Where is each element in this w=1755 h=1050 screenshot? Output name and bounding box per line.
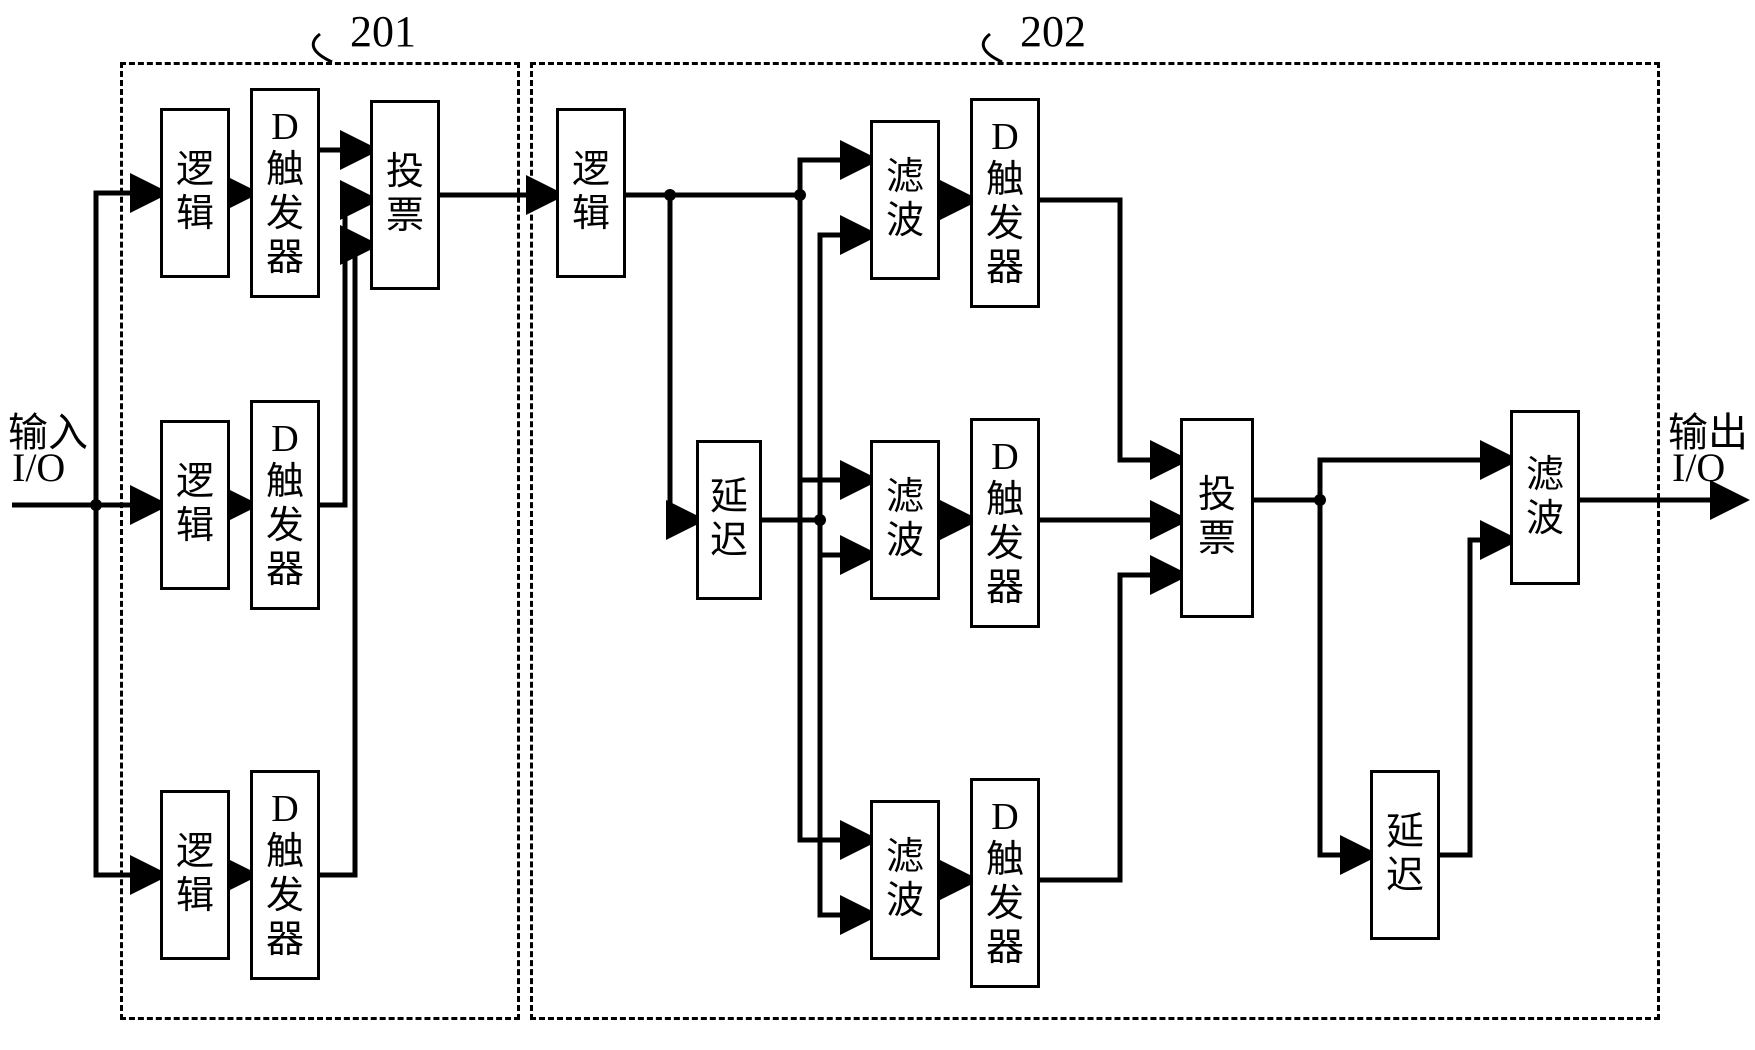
block-v1: 投 票	[370, 100, 440, 290]
block-l4-label: 逻 辑	[572, 149, 610, 236]
block-d5-label: D 触 发 器	[986, 436, 1024, 611]
block-d6-label: D 触 发 器	[986, 796, 1024, 971]
block-l2: 逻 辑	[160, 420, 230, 590]
block-dl1: 延 迟	[696, 440, 762, 600]
block-f2: 滤 波	[870, 440, 940, 600]
block-dl1-label: 延 迟	[710, 476, 748, 563]
block-d2: D 触 发 器	[250, 400, 320, 610]
block-d1-label: D 触 发 器	[266, 106, 304, 281]
block-v1-label: 投 票	[386, 151, 424, 238]
ref-201: 201	[350, 6, 416, 57]
block-f2-label: 滤 波	[886, 476, 924, 563]
block-f4: 滤 波	[1510, 410, 1580, 585]
input-label-bottom: I/O	[12, 444, 65, 491]
block-d3: D 触 发 器	[250, 770, 320, 980]
block-l1-label: 逻 辑	[176, 149, 214, 236]
block-d2-label: D 触 发 器	[266, 418, 304, 593]
block-d4: D 触 发 器	[970, 98, 1040, 308]
block-l3-label: 逻 辑	[176, 831, 214, 918]
block-v2: 投 票	[1180, 418, 1254, 618]
block-f4-label: 滤 波	[1526, 454, 1564, 541]
block-f1-label: 滤 波	[886, 156, 924, 243]
block-f3-label: 滤 波	[886, 836, 924, 923]
ref-202: 202	[1020, 6, 1086, 57]
block-l4: 逻 辑	[556, 108, 626, 278]
block-dl2-label: 延 迟	[1386, 811, 1424, 898]
output-label-bottom: I/O	[1672, 444, 1725, 491]
block-d5: D 触 发 器	[970, 418, 1040, 628]
diagram-stage: 输入 I/O 输出 I/O 201 202 逻 辑逻 辑逻 辑D 触 发 器D …	[0, 0, 1755, 1050]
block-d6: D 触 发 器	[970, 778, 1040, 988]
block-l2-label: 逻 辑	[176, 461, 214, 548]
block-f3: 滤 波	[870, 800, 940, 960]
block-d1: D 触 发 器	[250, 88, 320, 298]
block-v2-label: 投 票	[1198, 474, 1236, 561]
block-d4-label: D 触 发 器	[986, 116, 1024, 291]
block-l1: 逻 辑	[160, 108, 230, 278]
block-dl2: 延 迟	[1370, 770, 1440, 940]
block-f1: 滤 波	[870, 120, 940, 280]
block-l3: 逻 辑	[160, 790, 230, 960]
block-d3-label: D 触 发 器	[266, 788, 304, 963]
